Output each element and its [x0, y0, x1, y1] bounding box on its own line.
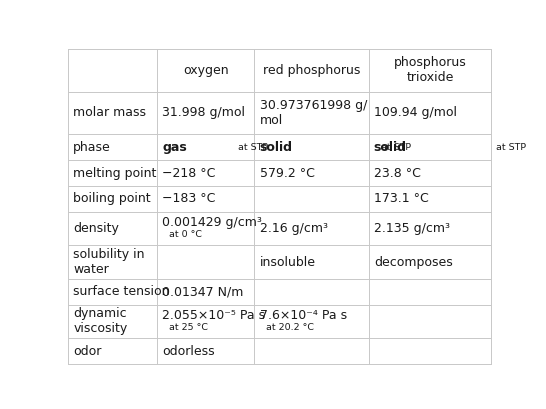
Text: oxygen: oxygen	[183, 64, 229, 77]
Text: insoluble: insoluble	[259, 256, 316, 269]
Text: at 0 °C: at 0 °C	[169, 230, 201, 239]
Text: 0.01347 N/m: 0.01347 N/m	[162, 285, 244, 298]
Text: odor: odor	[73, 344, 102, 357]
Text: −218 °C: −218 °C	[162, 166, 216, 180]
Text: 0.001429 g/cm³: 0.001429 g/cm³	[162, 216, 262, 229]
Text: at 25 °C: at 25 °C	[169, 323, 207, 332]
Text: 7.6×10⁻⁴ Pa s: 7.6×10⁻⁴ Pa s	[259, 309, 347, 322]
Text: at STP: at STP	[239, 143, 269, 152]
Text: density: density	[73, 222, 119, 235]
Text: solubility in
water: solubility in water	[73, 248, 145, 276]
Text: 31.998 g/mol: 31.998 g/mol	[162, 106, 245, 119]
Text: 2.16 g/cm³: 2.16 g/cm³	[259, 222, 328, 235]
Text: 30.973761998 g/
mol: 30.973761998 g/ mol	[259, 99, 367, 127]
Text: 2.135 g/cm³: 2.135 g/cm³	[374, 222, 450, 235]
Text: 173.1 °C: 173.1 °C	[374, 193, 429, 205]
Text: phase: phase	[73, 141, 111, 154]
Text: 2.055×10⁻⁵ Pa s: 2.055×10⁻⁵ Pa s	[162, 309, 265, 322]
Text: at 20.2 °C: at 20.2 °C	[266, 323, 314, 332]
Text: at STP: at STP	[496, 143, 526, 152]
Text: at STP: at STP	[381, 143, 412, 152]
Text: odorless: odorless	[162, 344, 215, 357]
Text: dynamic
viscosity: dynamic viscosity	[73, 308, 128, 335]
Text: phosphorus
trioxide: phosphorus trioxide	[394, 56, 466, 84]
Text: surface tension: surface tension	[73, 285, 170, 298]
Text: 109.94 g/mol: 109.94 g/mol	[374, 106, 457, 119]
Text: gas: gas	[162, 141, 187, 154]
Text: 579.2 °C: 579.2 °C	[259, 166, 314, 180]
Text: boiling point: boiling point	[73, 193, 151, 205]
Text: solid: solid	[374, 141, 407, 154]
Text: molar mass: molar mass	[73, 106, 146, 119]
Text: 23.8 °C: 23.8 °C	[374, 166, 420, 180]
Text: red phosphorus: red phosphorus	[263, 64, 360, 77]
Text: −183 °C: −183 °C	[162, 193, 216, 205]
Text: melting point: melting point	[73, 166, 157, 180]
Text: solid: solid	[259, 141, 293, 154]
Text: decomposes: decomposes	[374, 256, 453, 269]
